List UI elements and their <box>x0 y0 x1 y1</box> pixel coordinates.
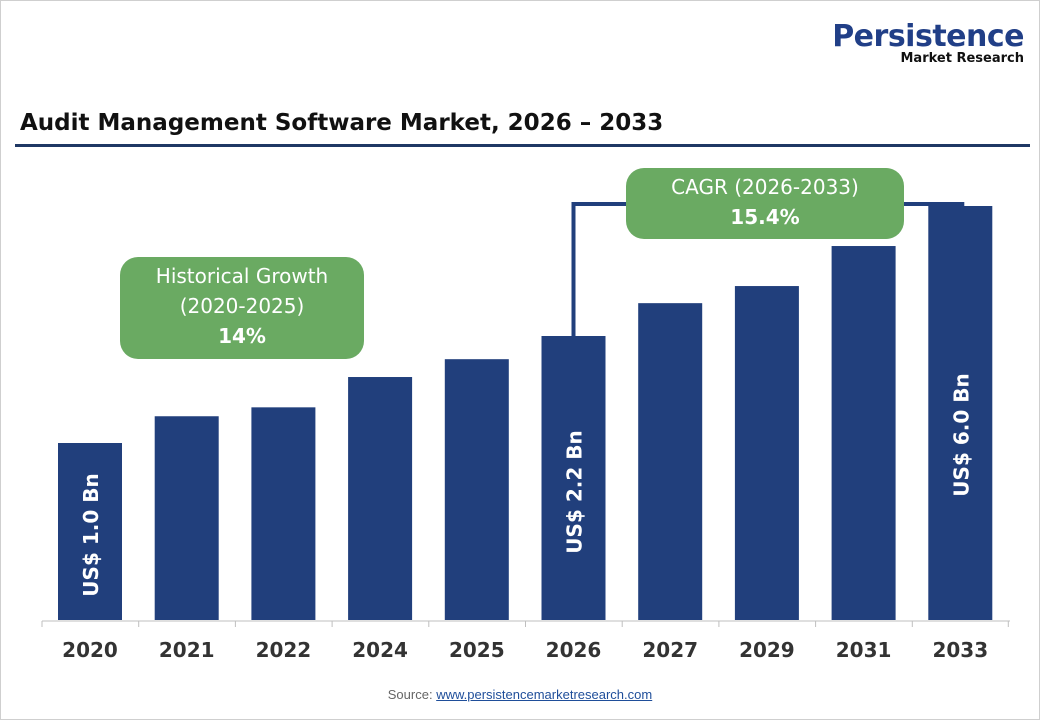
logo: Persistence Market Research <box>832 19 1025 66</box>
bar-2020 <box>58 443 122 620</box>
bar-2031 <box>831 246 896 621</box>
data-label-2033: US$ 6.0 Bn <box>949 373 973 496</box>
bar-2027 <box>638 303 703 620</box>
bar-2025 <box>444 359 509 620</box>
source-link[interactable]: www.persistencemarketresearch.com <box>436 687 653 702</box>
logo-line1: Persistence <box>832 19 1024 54</box>
x-tick-label: 2020 <box>62 638 118 662</box>
bar-2022 <box>251 407 316 620</box>
x-tick-label: 2031 <box>836 638 892 662</box>
cagr-annotation: CAGR (2026-2033) 15.4% <box>626 168 904 239</box>
bar-2024 <box>348 377 413 620</box>
x-tick-label: 2025 <box>449 638 505 662</box>
data-label-2020: US$ 1.0 Bn <box>79 473 103 596</box>
x-tick-label: 2022 <box>256 638 312 662</box>
bar-2029 <box>734 286 799 620</box>
x-tick-label: 2021 <box>159 638 215 662</box>
x-tick-label: 2026 <box>546 638 602 662</box>
bar-2033 <box>928 206 993 620</box>
bar-2021 <box>154 416 219 620</box>
source-label: Source: <box>387 687 437 702</box>
x-tick-label: 2027 <box>642 638 698 662</box>
title-underline <box>15 144 1030 147</box>
historical-growth-annotation: Historical Growth (2020-2025) 14% <box>120 257 364 359</box>
x-tick-label: 2033 <box>932 638 988 662</box>
x-tick-label: 2029 <box>739 638 795 662</box>
historical-growth-label: Historical Growth <box>155 264 329 288</box>
x-tick-label: 2024 <box>352 638 408 662</box>
cagr-value: 15.4% <box>730 205 800 229</box>
data-label-2026: US$ 2.2 Bn <box>563 430 587 553</box>
source-note: Source: www.persistencemarketresearch.co… <box>0 687 1040 702</box>
chart-title: Audit Management Software Market, 2026 –… <box>20 110 664 136</box>
logo-line2: Market Research <box>900 51 1025 66</box>
historical-growth-value: 14% <box>218 324 266 348</box>
bar-2026 <box>541 336 606 620</box>
cagr-label: CAGR (2026-2033) <box>671 175 859 199</box>
historical-growth-period: (2020-2025) <box>179 294 305 318</box>
